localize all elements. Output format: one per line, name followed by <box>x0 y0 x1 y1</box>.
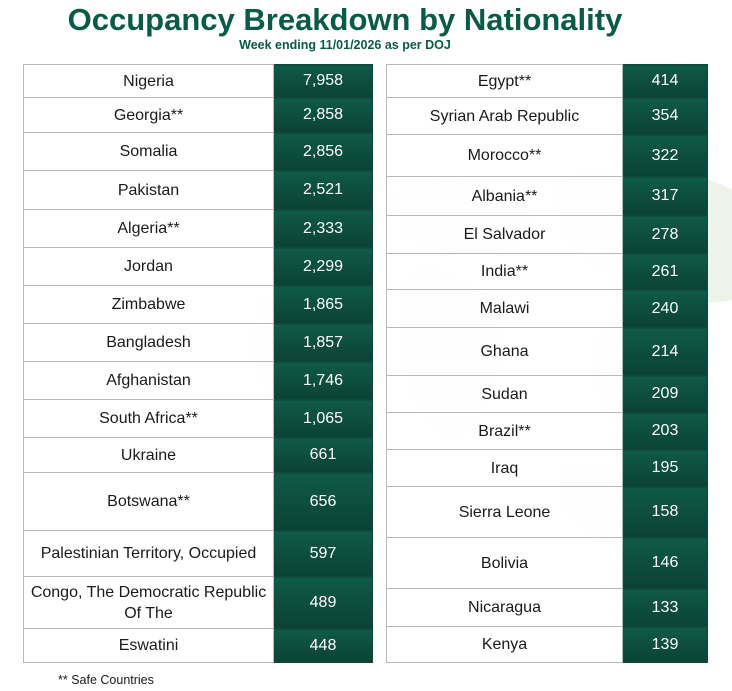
occupancy-value: 489 <box>273 576 373 629</box>
occupancy-value: 322 <box>622 134 708 177</box>
occupancy-value: 278 <box>622 215 708 254</box>
page-subtitle: Week ending 11/01/2026 as per DOJ <box>239 38 451 52</box>
table-row: Botswana** 656 <box>23 472 373 531</box>
occupancy-value: 317 <box>622 176 708 216</box>
country-name: India** <box>386 253 623 290</box>
country-name: Afghanistan <box>23 361 274 400</box>
country-name: South Africa** <box>23 399 274 438</box>
country-name: Zimbabwe <box>23 285 274 324</box>
table-row: Iraq 195 <box>386 449 708 487</box>
occupancy-value: 2,333 <box>273 209 373 248</box>
country-name: Somalia <box>23 132 274 171</box>
country-name: Syrian Arab Republic <box>386 97 623 135</box>
occupancy-value: 656 <box>273 472 373 531</box>
occupancy-value: 214 <box>622 327 708 376</box>
country-name: Palestinian Territory, Occupied <box>23 530 274 577</box>
country-name: Jordan <box>23 247 274 286</box>
occupancy-value: 261 <box>622 253 708 290</box>
country-name: Egypt** <box>386 64 623 98</box>
occupancy-value: 7,958 <box>273 64 373 98</box>
table-row: Ghana 214 <box>386 327 708 376</box>
country-name: Brazil** <box>386 412 623 450</box>
table-row: Algeria** 2,333 <box>23 209 373 248</box>
table-row: Brazil** 203 <box>386 412 708 450</box>
occupancy-value: 2,299 <box>273 247 373 286</box>
country-name: Sudan <box>386 375 623 413</box>
country-name: Algeria** <box>23 209 274 248</box>
occupancy-value: 414 <box>622 64 708 98</box>
country-name: Bolivia <box>386 537 623 589</box>
country-name: Bangladesh <box>23 323 274 362</box>
table-row: Kenya 139 <box>386 626 708 663</box>
occupancy-value: 209 <box>622 375 708 413</box>
table-row: Somalia 2,856 <box>23 132 373 171</box>
country-name: Iraq <box>386 449 623 487</box>
country-name: Ukraine <box>23 437 274 473</box>
table-row: El Salvador 278 <box>386 215 708 254</box>
table-row: Malawi 240 <box>386 289 708 328</box>
occupancy-value: 158 <box>622 486 708 538</box>
occupancy-value: 1,746 <box>273 361 373 400</box>
table-row: Afghanistan 1,746 <box>23 361 373 400</box>
country-name: Kenya <box>386 626 623 663</box>
occupancy-value: 597 <box>273 530 373 577</box>
occupancy-value: 2,858 <box>273 97 373 133</box>
country-name: El Salvador <box>386 215 623 254</box>
table-row: Morocco** 322 <box>386 134 708 177</box>
nationality-table-left: Nigeria 7,958 Georgia** 2,858 Somalia 2,856… <box>23 64 373 663</box>
table-row: Palestinian Territory, Occupied 597 <box>23 530 373 577</box>
occupancy-value: 448 <box>273 628 373 663</box>
table-row: Congo, The Democratic Republic Of The 489 <box>23 576 373 629</box>
occupancy-value: 1,865 <box>273 285 373 324</box>
table-row: India** 261 <box>386 253 708 290</box>
occupancy-value: 146 <box>622 537 708 589</box>
occupancy-value: 1,857 <box>273 323 373 362</box>
country-name: Congo, The Democratic Republic Of The <box>23 576 274 629</box>
occupancy-value: 203 <box>622 412 708 450</box>
occupancy-value: 139 <box>622 626 708 663</box>
table-row: Nigeria 7,958 <box>23 64 373 98</box>
country-name: Nicaragua <box>386 588 623 627</box>
table-row: Bangladesh 1,857 <box>23 323 373 362</box>
table-row: Zimbabwe 1,865 <box>23 285 373 324</box>
table-row: Syrian Arab Republic 354 <box>386 97 708 135</box>
occupancy-value: 1,065 <box>273 399 373 438</box>
occupancy-value: 195 <box>622 449 708 487</box>
occupancy-value: 2,856 <box>273 132 373 171</box>
occupancy-value: 661 <box>273 437 373 473</box>
country-name: Nigeria <box>23 64 274 98</box>
country-name: Pakistan <box>23 170 274 210</box>
table-row: Nicaragua 133 <box>386 588 708 627</box>
table-row: Georgia** 2,858 <box>23 97 373 133</box>
country-name: Georgia** <box>23 97 274 133</box>
nationality-table-right: Egypt** 414 Syrian Arab Republic 354 Moroc… <box>386 64 708 663</box>
safe-countries-footnote: ** Safe Countries <box>58 673 154 687</box>
table-row: South Africa** 1,065 <box>23 399 373 438</box>
table-row: Pakistan 2,521 <box>23 170 373 210</box>
country-name: Albania** <box>386 176 623 216</box>
table-row: Sierra Leone 158 <box>386 486 708 538</box>
table-row: Jordan 2,299 <box>23 247 373 286</box>
occupancy-value: 2,521 <box>273 170 373 210</box>
table-row: Albania** 317 <box>386 176 708 216</box>
table-row: Egypt** 414 <box>386 64 708 98</box>
table-row: Ukraine 661 <box>23 437 373 473</box>
country-name: Botswana** <box>23 472 274 531</box>
occupancy-value: 133 <box>622 588 708 627</box>
table-row: Eswatini 448 <box>23 628 373 663</box>
country-name: Eswatini <box>23 628 274 663</box>
occupancy-value: 354 <box>622 97 708 135</box>
country-name: Malawi <box>386 289 623 328</box>
table-row: Bolivia 146 <box>386 537 708 589</box>
country-name: Morocco** <box>386 134 623 177</box>
page-title: Occupancy Breakdown by Nationality <box>67 2 623 37</box>
country-name: Ghana <box>386 327 623 376</box>
table-row: Sudan 209 <box>386 375 708 413</box>
country-name: Sierra Leone <box>386 486 623 538</box>
occupancy-value: 240 <box>622 289 708 328</box>
